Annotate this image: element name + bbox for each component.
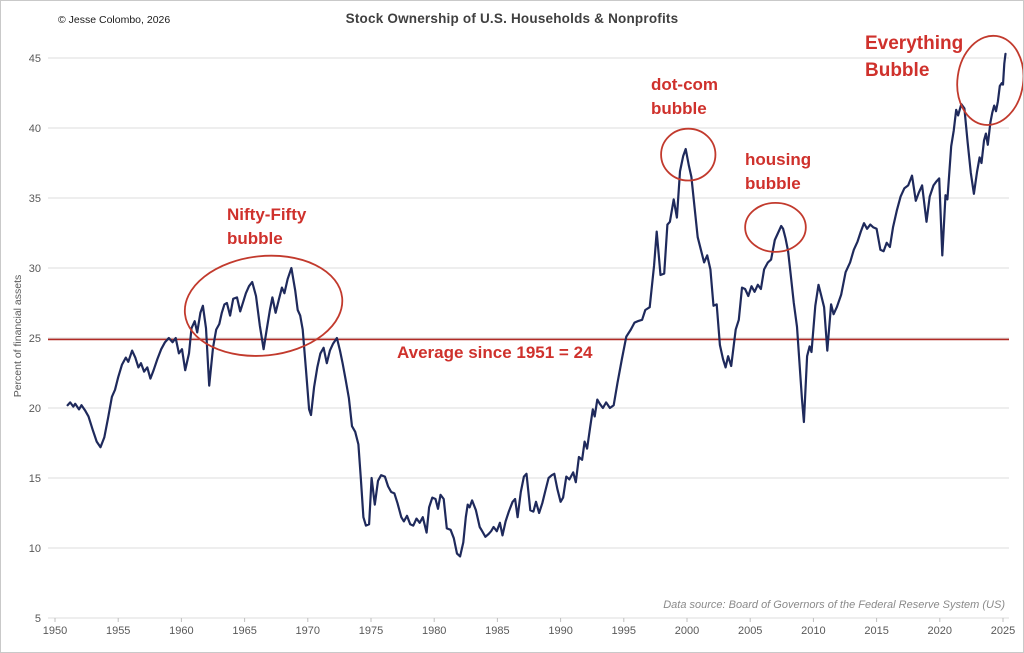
x-tick-label-1970: 1970: [296, 625, 320, 637]
ellipse-housing: [744, 201, 807, 253]
x-tick-label-2015: 2015: [864, 625, 888, 637]
y-tick-label-40: 40: [29, 123, 41, 135]
chart-title: Stock Ownership of U.S. Households & Non…: [345, 11, 679, 26]
y-tick-label-5: 5: [35, 613, 41, 625]
ellipse-dot-com: [660, 127, 717, 182]
x-tick-label-1960: 1960: [169, 625, 193, 637]
x-tick-label-2010: 2010: [801, 625, 825, 637]
x-tick-label-2020: 2020: [928, 625, 952, 637]
annotation-line: Nifty-Fifty: [227, 205, 307, 224]
y-tick-label-30: 30: [29, 263, 41, 275]
annotation-line: bubble: [227, 229, 283, 249]
x-tick-label-2005: 2005: [738, 625, 762, 637]
annotation-nifty-fifty-bubble: Nifty-Fifty bubble: [227, 203, 306, 251]
annotation-line: bubble: [745, 174, 801, 194]
y-tick-label-15: 15: [29, 473, 41, 485]
x-tick-label-1980: 1980: [422, 625, 446, 637]
y-tick-label-20: 20: [29, 403, 41, 415]
x-tick-label-1955: 1955: [106, 625, 130, 637]
ellipse-nifty-fifty: [183, 254, 344, 357]
y-tick-label-45: 45: [29, 53, 41, 65]
data-source-note: Data source: Board of Governors of the F…: [663, 599, 1005, 611]
x-tick-label-2000: 2000: [675, 625, 699, 637]
x-tick-label-1985: 1985: [485, 625, 509, 637]
x-tick-label-1950: 1950: [43, 625, 67, 637]
y-tick-label-25: 25: [29, 333, 41, 345]
average-line-label: Average since 1951 = 24: [397, 343, 593, 362]
y-tick-label-10: 10: [29, 543, 41, 555]
annotation-dot-com-bubble: dot-com bubble: [651, 73, 718, 121]
x-tick-label-1965: 1965: [232, 625, 256, 637]
x-tick-label-1990: 1990: [548, 625, 572, 637]
series-line: [66, 52, 1007, 558]
ellipse-everything: [956, 34, 1023, 126]
annotation-line: bubble: [651, 99, 707, 119]
annotation-line: housing: [745, 150, 812, 169]
annotation-everything-bubble: Everything Bubble: [865, 31, 963, 85]
annotation-line: Everything: [865, 33, 964, 54]
annotation-housing-bubble: housing bubble: [745, 148, 811, 196]
x-tick-label-1975: 1975: [359, 625, 383, 637]
y-tick-label-35: 35: [29, 193, 41, 205]
x-tick-label-1995: 1995: [612, 625, 636, 637]
annotation-line: dot-com: [651, 75, 719, 94]
x-tick-label-2025: 2025: [991, 625, 1015, 637]
copyright-note: © Jesse Colombo, 2026: [58, 14, 171, 26]
annotation-line: Bubble: [865, 59, 930, 81]
